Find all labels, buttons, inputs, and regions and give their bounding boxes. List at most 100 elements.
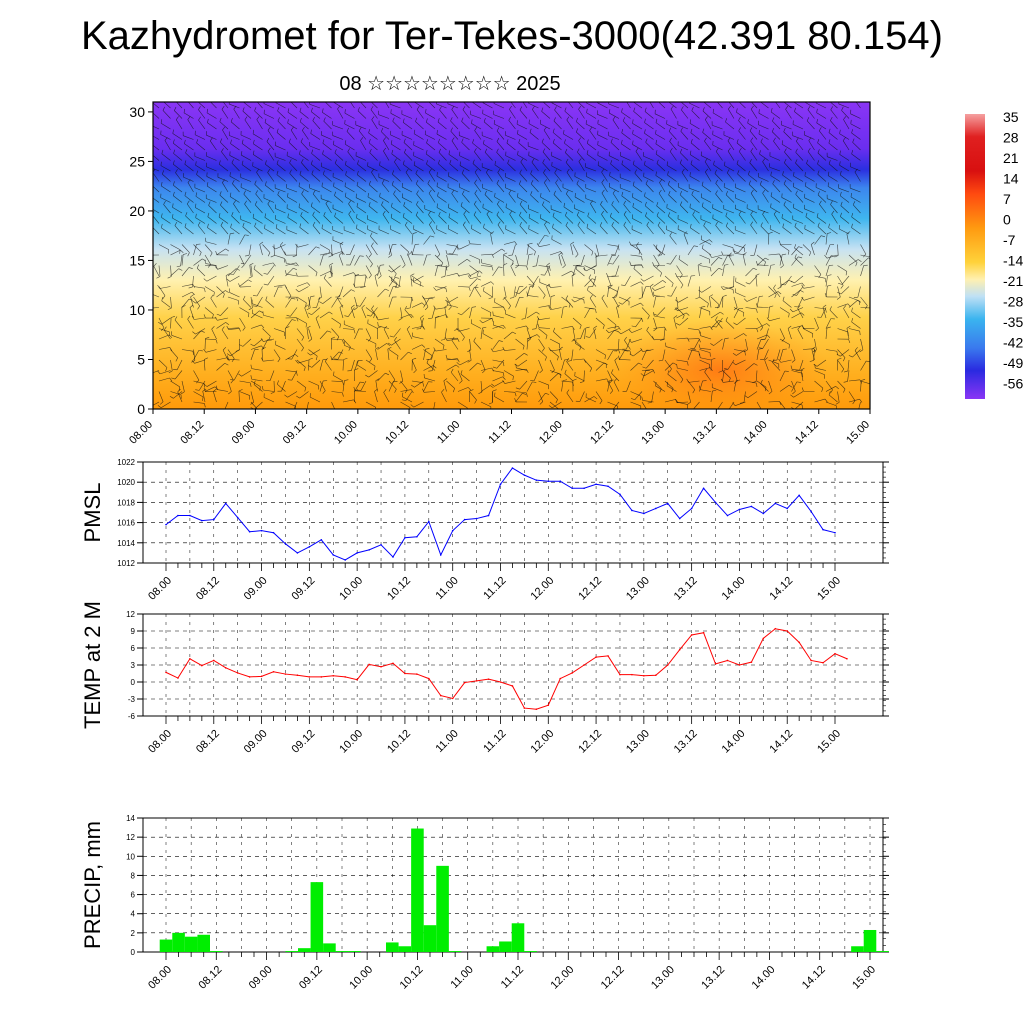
wind-barb bbox=[681, 109, 689, 119]
wind-barb-flag bbox=[771, 127, 775, 132]
wind-barb bbox=[839, 165, 850, 172]
wind-barb bbox=[287, 217, 298, 224]
wind-barb bbox=[276, 132, 286, 140]
wind-barb-flag bbox=[848, 355, 853, 358]
wind-barb bbox=[564, 373, 574, 382]
wind-barb-flag bbox=[171, 377, 176, 380]
wind-barb bbox=[542, 151, 551, 161]
wind-barb bbox=[840, 216, 850, 224]
wind-barb bbox=[794, 247, 804, 256]
wind-barb-flag bbox=[261, 347, 266, 350]
wind-barb-flag bbox=[477, 278, 481, 281]
wind-barb-flag bbox=[180, 391, 185, 395]
wind-barb-flag bbox=[404, 148, 407, 153]
wind-barb bbox=[825, 318, 832, 329]
wind-barb bbox=[584, 328, 587, 340]
wind-barb-flag bbox=[759, 295, 764, 297]
wind-barb bbox=[723, 208, 735, 214]
wind-barb bbox=[680, 204, 689, 214]
wind-barb-flag bbox=[509, 96, 511, 99]
wind-barb bbox=[195, 165, 206, 172]
wind-barb bbox=[400, 351, 409, 361]
wind-barb bbox=[758, 124, 769, 130]
wind-barb-flag bbox=[484, 148, 488, 153]
wind-barb-flag bbox=[408, 351, 413, 355]
wind-barb-flag bbox=[509, 105, 512, 110]
wind-barb bbox=[517, 133, 528, 140]
wind-barb-flag bbox=[461, 169, 465, 174]
wind-barb-flag bbox=[492, 389, 497, 392]
wind-barb bbox=[806, 120, 815, 130]
wind-barb bbox=[293, 401, 298, 409]
precip-bar bbox=[310, 882, 324, 952]
wind-barb bbox=[565, 298, 574, 308]
wind-barb-flag bbox=[261, 324, 265, 329]
wind-barb-flag bbox=[518, 180, 522, 185]
wind-barb-flag bbox=[388, 254, 392, 258]
wind-barb bbox=[221, 109, 229, 119]
wind-barb bbox=[218, 216, 229, 224]
wind-barb bbox=[575, 268, 585, 277]
wind-barb bbox=[653, 326, 665, 329]
wind-barb-flag bbox=[347, 148, 351, 152]
wind-barb bbox=[552, 401, 562, 409]
wind-barb-flag bbox=[146, 371, 149, 374]
wind-barb-flag bbox=[692, 389, 696, 394]
wind-barb-flag bbox=[758, 130, 760, 135]
wind-barb bbox=[846, 233, 850, 245]
wind-barb-flag bbox=[806, 117, 810, 121]
wind-barb-flag bbox=[738, 147, 742, 152]
wind-barb bbox=[538, 349, 547, 358]
chart-subtitle: 08 ☆☆☆☆☆☆☆☆ 2025 bbox=[339, 73, 561, 95]
wind-barb bbox=[194, 187, 206, 193]
wind-barb bbox=[269, 370, 275, 381]
wind-barb bbox=[791, 289, 801, 298]
wind-barb bbox=[483, 227, 493, 235]
wind-barb bbox=[791, 312, 802, 319]
wind-barb-flag bbox=[766, 334, 771, 339]
wind-barb bbox=[748, 184, 758, 193]
wind-barb-flag bbox=[768, 231, 773, 234]
wind-barb bbox=[687, 391, 691, 403]
wind-barb bbox=[181, 244, 190, 253]
wind-barb-flag bbox=[783, 97, 784, 101]
wind-barb-flag bbox=[252, 129, 255, 134]
wind-barb-flag bbox=[633, 107, 636, 112]
wind-barb-flag bbox=[254, 107, 257, 112]
wind-barb bbox=[632, 133, 643, 140]
wind-barb bbox=[416, 193, 424, 203]
wind-barb bbox=[262, 339, 268, 350]
wind-barb-flag bbox=[267, 200, 271, 205]
wind-barb-flag bbox=[715, 221, 718, 226]
wind-barb bbox=[344, 229, 355, 235]
y-tick-label: 0 bbox=[137, 401, 145, 417]
wind-barb-flag bbox=[455, 364, 460, 368]
wind-barb bbox=[484, 152, 493, 161]
wind-barb bbox=[219, 194, 229, 203]
data-point bbox=[487, 514, 490, 517]
wind-barb-flag bbox=[559, 346, 563, 350]
data-point bbox=[822, 528, 824, 531]
wind-barb bbox=[854, 350, 861, 361]
wind-barb-flag bbox=[398, 318, 403, 321]
wind-barb bbox=[768, 307, 770, 319]
wind-barb bbox=[539, 327, 551, 329]
wind-barb bbox=[163, 204, 171, 214]
wind-barb bbox=[668, 194, 677, 203]
wind-barb-flag bbox=[787, 325, 792, 329]
wind-barb bbox=[588, 277, 597, 287]
wind-barb bbox=[447, 187, 459, 193]
wind-barb-flag bbox=[235, 268, 240, 271]
wind-barb-flag bbox=[260, 357, 264, 362]
wind-barb bbox=[275, 102, 286, 109]
wind-barb-flag bbox=[302, 413, 306, 414]
wind-barb bbox=[750, 140, 758, 151]
wind-barb-flag bbox=[515, 265, 519, 269]
wind-barb bbox=[170, 349, 178, 358]
wind-barb bbox=[436, 175, 447, 182]
wind-barb bbox=[587, 216, 597, 224]
wind-barb-flag bbox=[437, 192, 439, 197]
wind-barb bbox=[701, 286, 712, 293]
wind-barb bbox=[611, 372, 620, 382]
wind-barb bbox=[459, 187, 470, 193]
